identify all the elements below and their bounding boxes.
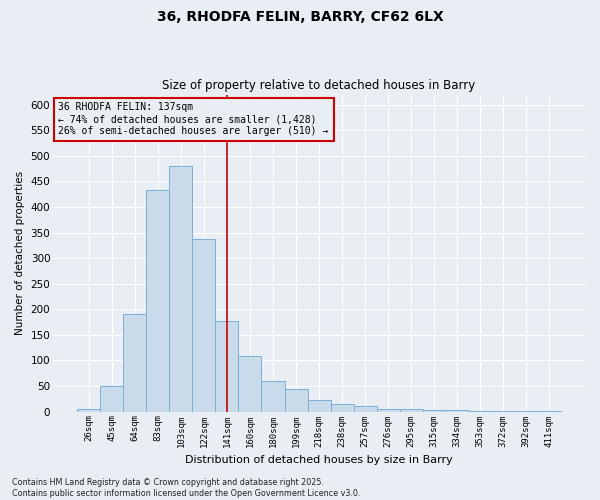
Bar [77,409,100,412]
Bar [238,356,262,412]
Bar [492,410,515,412]
Text: 36, RHODFA FELIN, BARRY, CF62 6LX: 36, RHODFA FELIN, BARRY, CF62 6LX [157,10,443,24]
Bar [284,388,308,411]
Bar [377,409,400,412]
Bar [146,190,169,412]
Bar [515,410,538,412]
Bar [469,410,492,412]
Bar [446,410,469,412]
Text: 36 RHODFA FELIN: 137sqm
← 74% of detached houses are smaller (1,428)
26% of semi: 36 RHODFA FELIN: 137sqm ← 74% of detache… [58,102,329,136]
Bar [124,314,146,412]
Bar [353,406,377,411]
Bar [169,166,193,412]
Bar [193,239,215,412]
Title: Size of property relative to detached houses in Barry: Size of property relative to detached ho… [163,79,476,92]
Y-axis label: Number of detached properties: Number of detached properties [15,171,25,335]
Bar [100,386,124,411]
Bar [308,400,331,411]
Bar [422,410,446,412]
Bar [215,320,238,412]
X-axis label: Distribution of detached houses by size in Barry: Distribution of detached houses by size … [185,455,453,465]
Bar [331,404,353,411]
Text: Contains HM Land Registry data © Crown copyright and database right 2025.
Contai: Contains HM Land Registry data © Crown c… [12,478,361,498]
Bar [538,410,561,412]
Bar [400,409,422,412]
Bar [262,381,284,412]
